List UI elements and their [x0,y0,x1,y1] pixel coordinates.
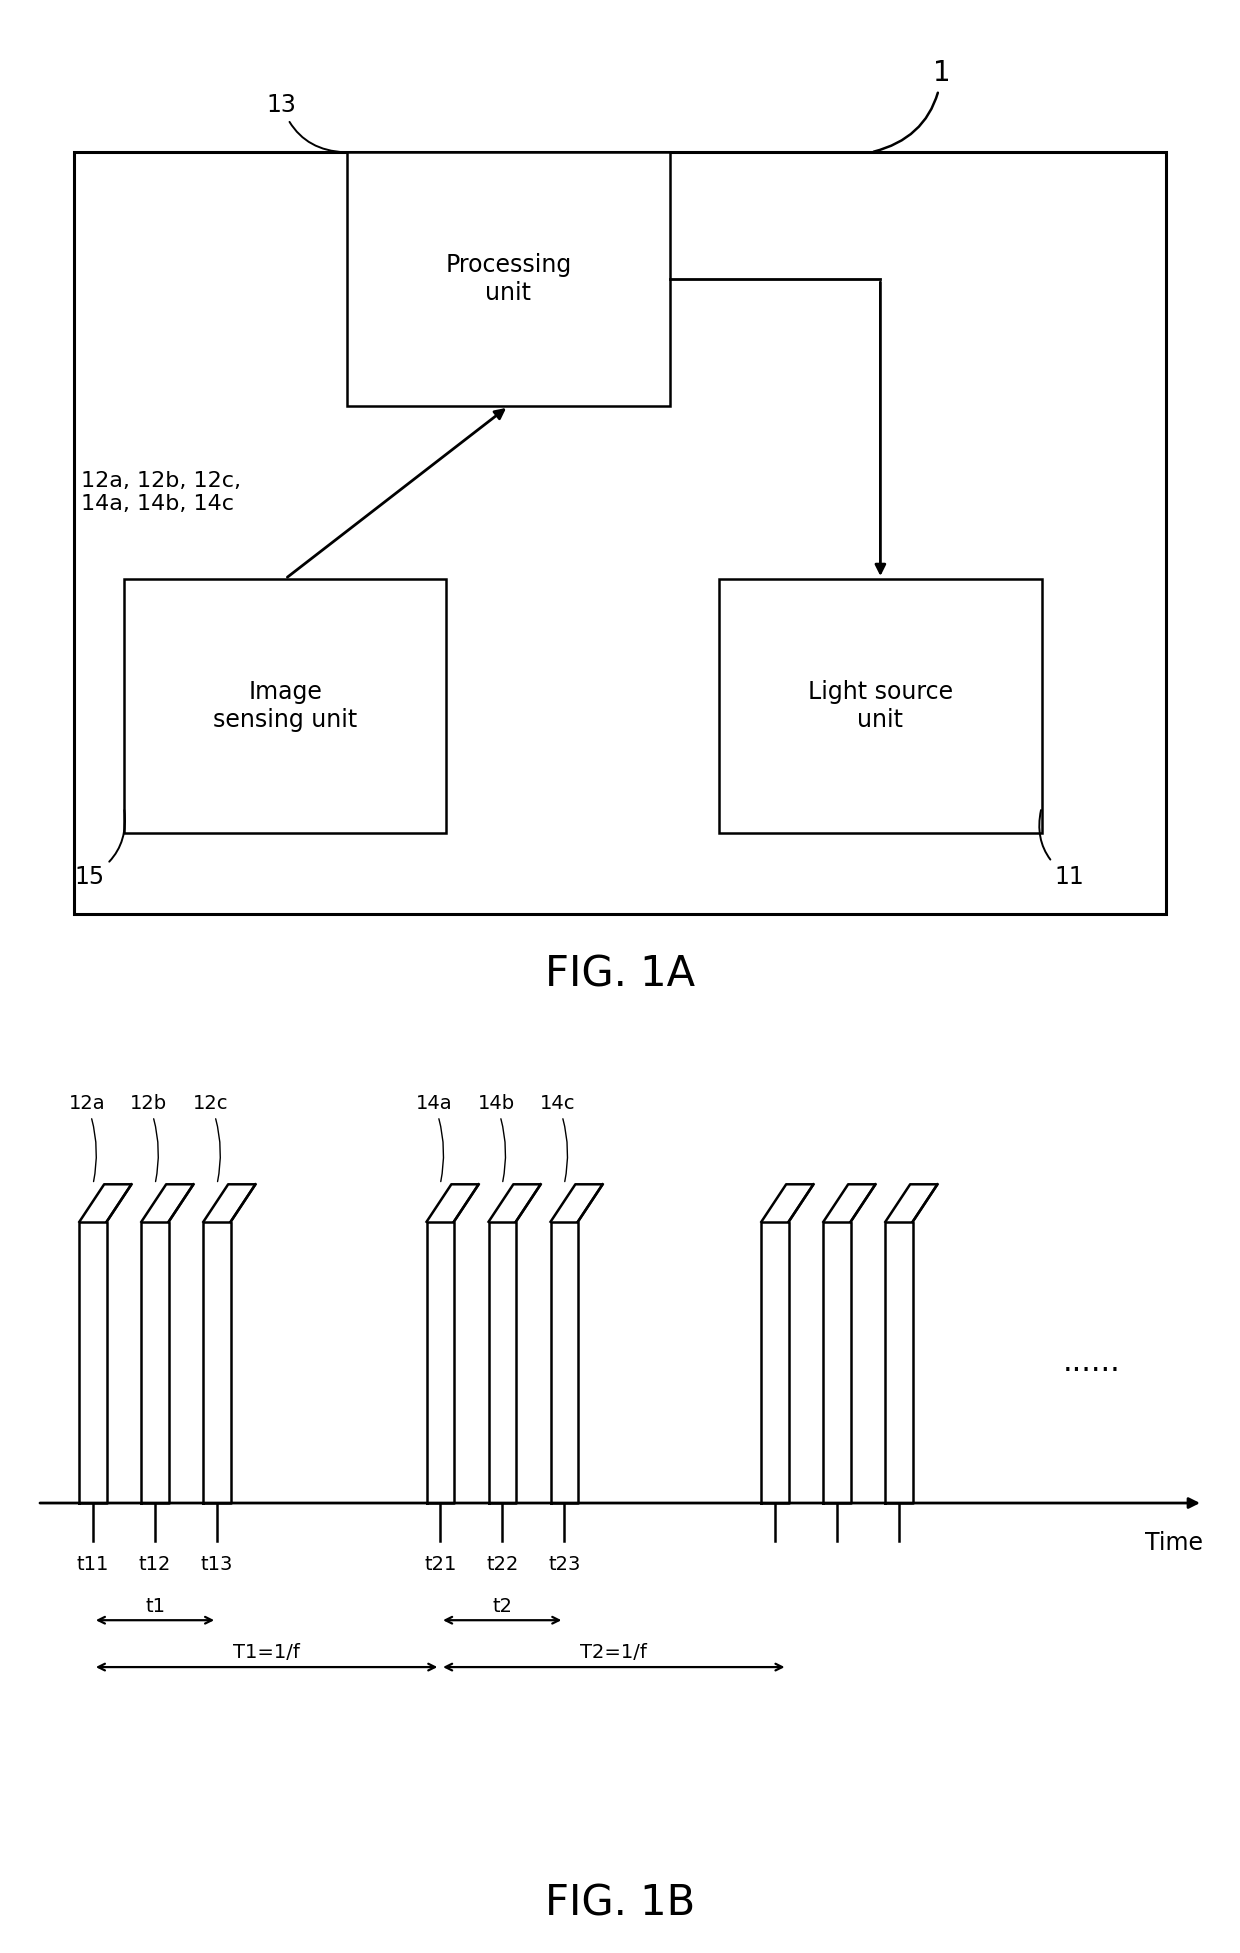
Text: 15: 15 [74,810,125,889]
Text: T2=1/f: T2=1/f [580,1642,647,1662]
Bar [719,578,1042,832]
Text: T1=1/f: T1=1/f [233,1642,300,1662]
Text: t11: t11 [77,1555,109,1574]
Text: 12a: 12a [68,1094,105,1182]
Text: Time: Time [1145,1531,1203,1555]
Text: Light source
unit: Light source unit [807,680,954,732]
Text: t1: t1 [145,1596,165,1615]
Text: 14c: 14c [541,1094,575,1182]
Bar [124,578,446,832]
Text: t21: t21 [424,1555,456,1574]
Text: 13: 13 [267,92,345,152]
Text: FIG. 1A: FIG. 1A [544,953,696,996]
Text: 12a, 12b, 12c,
14a, 14b, 14c: 12a, 12b, 12c, 14a, 14b, 14c [81,471,241,514]
Text: t12: t12 [139,1555,171,1574]
Text: ......: ...... [1063,1348,1120,1377]
Text: t13: t13 [201,1555,233,1574]
Text: Processing
unit: Processing unit [445,254,572,305]
Text: 14a: 14a [415,1094,453,1182]
Bar [347,152,670,406]
Text: t2: t2 [492,1596,512,1615]
Text: 14b: 14b [477,1094,515,1182]
Text: t23: t23 [548,1555,580,1574]
Text: 12b: 12b [130,1094,167,1182]
Text: 1: 1 [874,59,951,152]
Text: 11: 11 [1039,810,1084,889]
Text: FIG. 1B: FIG. 1B [544,1883,696,1926]
Text: 12c: 12c [193,1094,228,1182]
Bar [74,152,1166,914]
Text: t22: t22 [486,1555,518,1574]
Text: Image
sensing unit: Image sensing unit [213,680,357,732]
